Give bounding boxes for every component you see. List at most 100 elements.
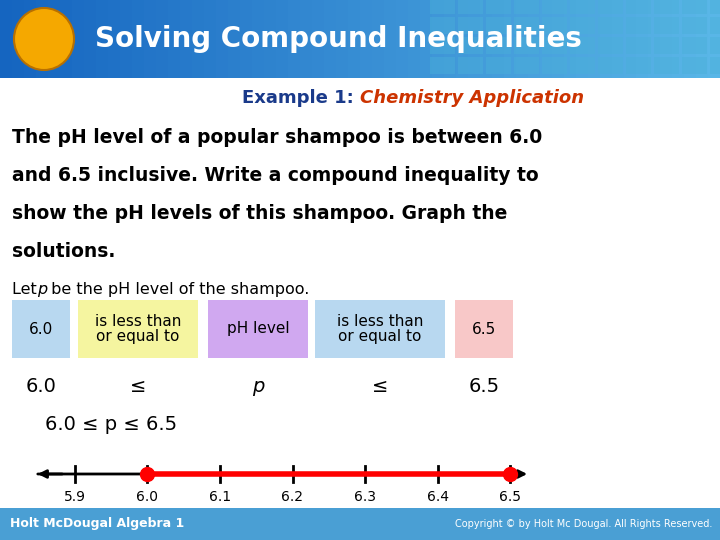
Text: 6.5: 6.5 xyxy=(472,321,496,336)
Bar xyxy=(180,0,193,78)
Bar xyxy=(408,0,421,78)
Bar xyxy=(598,37,623,54)
Bar xyxy=(486,0,511,14)
Text: Example 1:: Example 1: xyxy=(242,89,360,107)
Bar xyxy=(636,0,649,78)
Text: and 6.5 inclusive. Write a compound inequality to: and 6.5 inclusive. Write a compound ineq… xyxy=(12,166,539,185)
Text: or equal to: or equal to xyxy=(96,329,180,345)
Text: 6.0: 6.0 xyxy=(26,376,56,395)
Text: show the pH levels of this shampoo. Graph the: show the pH levels of this shampoo. Grap… xyxy=(12,204,508,223)
Text: 6.3: 6.3 xyxy=(354,490,376,504)
Bar xyxy=(624,0,637,78)
Bar xyxy=(504,0,517,78)
Bar xyxy=(12,300,70,358)
Bar xyxy=(552,0,565,78)
Bar xyxy=(654,17,679,34)
Bar xyxy=(708,0,720,78)
Bar xyxy=(458,0,483,14)
Bar xyxy=(542,57,567,74)
Bar xyxy=(682,57,707,74)
Bar xyxy=(600,0,613,78)
Bar xyxy=(132,0,145,78)
Bar xyxy=(542,37,567,54)
Text: 6.0: 6.0 xyxy=(29,321,53,336)
Text: The pH level of a popular shampoo is between 6.0: The pH level of a popular shampoo is bet… xyxy=(12,128,542,147)
Bar xyxy=(682,17,707,34)
Bar xyxy=(84,0,97,78)
Bar xyxy=(672,0,685,78)
Bar xyxy=(598,0,623,14)
Bar xyxy=(588,0,601,78)
Text: 6.5: 6.5 xyxy=(499,490,521,504)
Bar xyxy=(514,17,539,34)
Bar xyxy=(458,37,483,54)
Bar xyxy=(228,0,241,78)
Bar xyxy=(192,0,205,78)
Bar xyxy=(648,0,661,78)
Bar xyxy=(430,57,455,74)
Bar xyxy=(626,0,651,14)
Bar xyxy=(458,17,483,34)
Bar xyxy=(480,0,493,78)
Bar xyxy=(514,37,539,54)
Text: Chemistry Application: Chemistry Application xyxy=(360,89,584,107)
Bar xyxy=(300,0,313,78)
Bar xyxy=(626,37,651,54)
Bar xyxy=(324,0,337,78)
Bar xyxy=(654,0,679,14)
Bar xyxy=(12,0,25,78)
Bar xyxy=(612,0,625,78)
Bar xyxy=(542,0,567,14)
Bar xyxy=(208,300,308,358)
Bar xyxy=(312,0,325,78)
Bar xyxy=(336,0,349,78)
Bar xyxy=(598,57,623,74)
Text: Holt McDougal Algebra 1: Holt McDougal Algebra 1 xyxy=(10,517,184,530)
Bar xyxy=(654,57,679,74)
Bar xyxy=(48,0,61,78)
Bar xyxy=(486,17,511,34)
Bar xyxy=(0,0,13,78)
Bar xyxy=(240,0,253,78)
Bar xyxy=(24,0,37,78)
Bar xyxy=(456,0,469,78)
Bar xyxy=(288,0,301,78)
Bar xyxy=(204,0,217,78)
Bar xyxy=(570,17,595,34)
Bar xyxy=(430,37,455,54)
Bar xyxy=(626,57,651,74)
Text: be the pH level of the shampoo.: be the pH level of the shampoo. xyxy=(46,282,310,297)
Bar xyxy=(710,0,720,14)
Bar xyxy=(576,0,589,78)
Bar xyxy=(492,0,505,78)
Bar xyxy=(108,0,121,78)
Bar xyxy=(276,0,289,78)
Bar xyxy=(710,37,720,54)
Text: 5.9: 5.9 xyxy=(64,490,86,504)
Bar xyxy=(168,0,181,78)
Bar xyxy=(384,0,397,78)
Bar xyxy=(570,37,595,54)
Bar xyxy=(144,0,157,78)
Bar xyxy=(486,37,511,54)
Bar xyxy=(156,0,169,78)
Bar xyxy=(710,57,720,74)
Text: 6.4: 6.4 xyxy=(426,490,449,504)
Bar xyxy=(432,0,445,78)
Text: p: p xyxy=(252,376,264,395)
Bar xyxy=(420,0,433,78)
Bar xyxy=(458,57,483,74)
Text: 6.2: 6.2 xyxy=(282,490,304,504)
Text: is less than: is less than xyxy=(95,314,181,328)
Bar xyxy=(372,0,385,78)
Bar xyxy=(430,17,455,34)
Bar xyxy=(430,0,455,14)
Text: Solving Compound Inequalities: Solving Compound Inequalities xyxy=(95,25,582,53)
Text: solutions.: solutions. xyxy=(12,242,115,261)
Bar xyxy=(542,17,567,34)
Text: ≤: ≤ xyxy=(372,376,388,395)
Bar xyxy=(598,17,623,34)
Bar xyxy=(710,17,720,34)
Bar xyxy=(682,37,707,54)
Bar xyxy=(0,508,720,540)
